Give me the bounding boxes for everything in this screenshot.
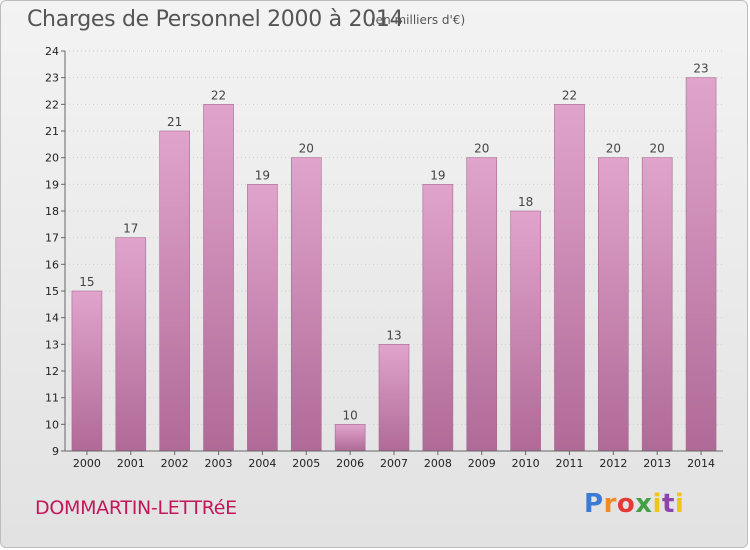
data-label-2004: 19: [255, 168, 270, 182]
x-tick-label-2003: 2003: [205, 457, 233, 470]
x-tick-label-2010: 2010: [512, 457, 540, 470]
y-tick-label: 19: [45, 178, 59, 191]
x-tick-label-2002: 2002: [161, 457, 189, 470]
y-tick-label: 16: [45, 258, 59, 271]
bar-2010: [510, 210, 541, 452]
bar-2001: [115, 237, 147, 452]
bar-2013: [641, 157, 673, 452]
x-tick-label-2009: 2009: [468, 457, 496, 470]
x-tick-label-2012: 2012: [599, 457, 627, 470]
bar-2003: [203, 104, 234, 452]
data-label-2001: 17: [123, 222, 138, 236]
y-tick-label: 9: [52, 445, 59, 458]
bar-2005: [290, 157, 322, 452]
x-tick-label-2013: 2013: [643, 457, 671, 470]
chart-subtitle: (en milliers d'€): [371, 13, 466, 27]
x-tick-label-2006: 2006: [336, 457, 364, 470]
data-label-2003: 22: [211, 88, 226, 102]
bar-2004: [247, 184, 278, 452]
bar-2006: [334, 424, 366, 452]
bar-2011: [554, 104, 585, 452]
x-tick-label-2008: 2008: [424, 457, 452, 470]
x-tick-label-2000: 2000: [73, 457, 101, 470]
y-tick-label: 10: [45, 418, 59, 431]
data-label-2011: 22: [562, 88, 577, 102]
bar-2008: [422, 184, 454, 452]
y-tick-label: 11: [45, 392, 59, 405]
data-label-2007: 13: [386, 328, 401, 342]
bar-2009: [466, 157, 498, 452]
y-tick-label: 24: [45, 45, 59, 58]
data-label-2002: 21: [167, 115, 182, 129]
y-tick-label: 17: [45, 232, 59, 245]
data-label-2014: 23: [693, 62, 708, 76]
y-tick-label: 21: [45, 125, 59, 138]
x-tick-label-2005: 2005: [292, 457, 320, 470]
bar-2014: [685, 77, 717, 452]
y-tick-label: 13: [45, 338, 59, 351]
y-tick-label: 23: [45, 72, 59, 85]
data-label-2008: 19: [430, 168, 445, 182]
y-tick-label: 14: [45, 312, 59, 325]
data-label-2009: 20: [474, 142, 489, 156]
bar-2000: [71, 290, 103, 452]
data-label-2005: 20: [299, 142, 314, 156]
data-label-2006: 10: [342, 408, 357, 422]
y-tick-label: 20: [45, 152, 59, 165]
data-label-2013: 20: [650, 142, 665, 156]
commune-name: DOMMARTIN-LETTRéE: [35, 497, 237, 519]
data-label-2000: 15: [79, 275, 94, 289]
y-tick-label: 15: [45, 285, 59, 298]
x-tick-label-2001: 2001: [117, 457, 145, 470]
bar-2002: [159, 130, 190, 452]
chart-title: Charges de Personnel 2000 à 2014: [27, 7, 404, 32]
x-tick-label-2007: 2007: [380, 457, 408, 470]
y-tick-label: 12: [45, 365, 59, 378]
data-label-2010: 18: [518, 195, 533, 209]
y-tick-label: 22: [45, 98, 59, 111]
x-tick-label-2014: 2014: [687, 457, 715, 470]
y-tick-label: 18: [45, 205, 59, 218]
bar-2007: [378, 344, 410, 452]
proxiti-logo: Proxiti: [584, 489, 685, 519]
bar-2012: [598, 157, 629, 452]
data-label-2012: 20: [606, 142, 621, 156]
x-tick-label-2004: 2004: [248, 457, 276, 470]
x-tick-label-2011: 2011: [555, 457, 583, 470]
